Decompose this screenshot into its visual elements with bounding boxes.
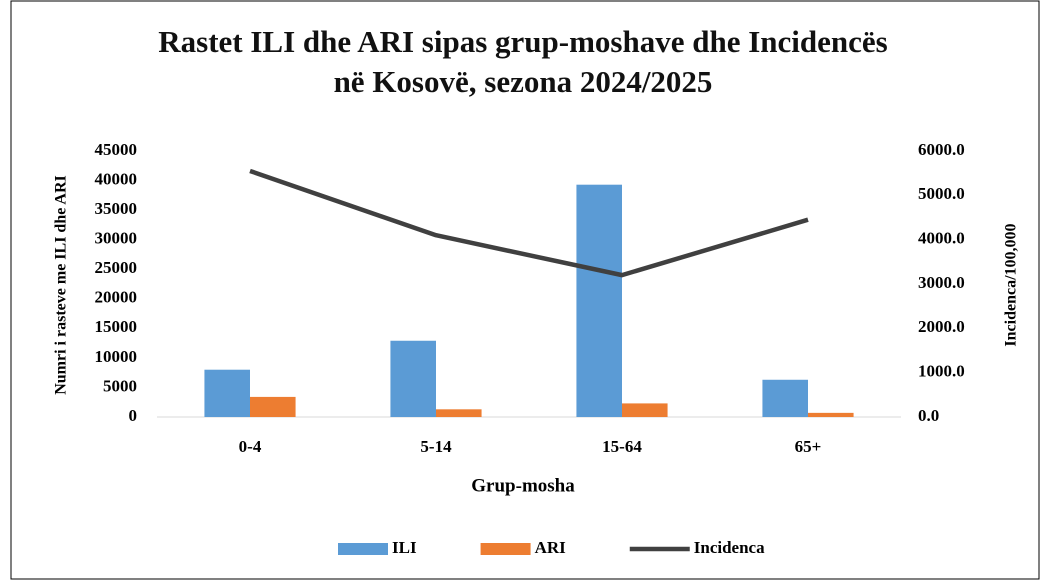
x-tick-label: 0-4 <box>239 437 262 456</box>
y2-tick-label: 3000.0 <box>918 273 965 292</box>
legend-label: Incidenca <box>694 538 765 557</box>
chart-title: Rastet ILI dhe ARI sipas grup-moshave dh… <box>158 24 888 99</box>
legend-swatch <box>338 543 388 555</box>
legend-label: ILI <box>392 538 417 557</box>
bar <box>576 184 622 417</box>
y-tick-label: 25000 <box>95 258 138 277</box>
y-tick-label: 5000 <box>103 376 137 395</box>
bar <box>390 340 436 417</box>
x-axis-label: Grup-mosha <box>471 475 575 496</box>
y-tick-label: 15000 <box>95 317 138 336</box>
bar <box>204 369 250 417</box>
y2-tick-label: 5000.0 <box>918 184 965 203</box>
bar <box>622 403 668 417</box>
y-tick-label: 0 <box>129 406 138 425</box>
y2-tick-label: 6000.0 <box>918 140 965 159</box>
bar <box>762 379 808 417</box>
y-axis-label: Numri i rasteve me ILI dhe ARI <box>53 175 70 395</box>
y-tick-label: 45000 <box>95 140 138 159</box>
chart-border <box>10 0 1040 580</box>
y2-tick-label: 4000.0 <box>918 229 965 248</box>
y-tick-label: 20000 <box>95 288 138 307</box>
bar <box>436 409 482 417</box>
bar <box>808 412 854 417</box>
bar <box>250 396 296 417</box>
line <box>249 168 809 278</box>
legend-swatch <box>480 543 531 555</box>
y2-tick-label: 2000.0 <box>918 317 965 336</box>
x-tick-label: 15-64 <box>602 437 642 456</box>
x-tick-label: 65+ <box>795 437 822 456</box>
y-tick-label: 35000 <box>95 199 138 218</box>
y2-tick-label: 1000.0 <box>918 362 965 381</box>
y2-tick-label: 0.0 <box>918 406 939 425</box>
y-tick-label: 30000 <box>95 229 138 248</box>
y2-axis-label: Incidenca/100,000 <box>1003 223 1020 346</box>
legend-label: ARI <box>535 538 567 557</box>
y-tick-label: 10000 <box>95 347 138 366</box>
x-tick-label: 5-14 <box>420 437 452 456</box>
y-tick-label: 40000 <box>95 169 138 188</box>
